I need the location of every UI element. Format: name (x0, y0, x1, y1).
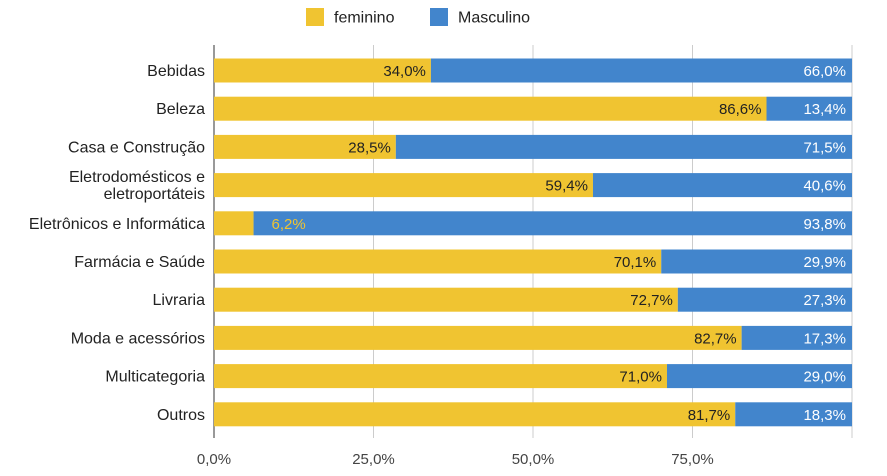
legend-label-masculino: Masculino (458, 10, 530, 27)
data-label-masculino: 29,0% (803, 369, 846, 386)
bar-feminino (214, 364, 667, 389)
legend-swatch-masculino (430, 8, 448, 26)
bar-masculino (592, 173, 852, 198)
bar-feminino (214, 96, 767, 121)
data-label-feminino: 70,1% (614, 254, 657, 271)
category-label: Multicategoria (105, 369, 205, 386)
data-label-masculino: 71,5% (803, 139, 846, 156)
category-label: Casa e Construção (68, 139, 205, 156)
data-label-masculino: 27,3% (803, 292, 846, 309)
data-label-feminino: 72,7% (630, 292, 673, 309)
bar-feminino (214, 249, 662, 274)
data-label-feminino: 81,7% (688, 407, 731, 424)
x-tick-label: 50,0% (512, 451, 555, 468)
data-label-masculino: 40,6% (803, 178, 846, 195)
category-label: Moda e acessórios (71, 330, 205, 347)
category-label: Farmácia e Saúde (74, 254, 205, 271)
x-tick-label: 25,0% (352, 451, 395, 468)
data-label-masculino: 66,0% (803, 63, 846, 80)
data-label-masculino: 29,9% (803, 254, 846, 271)
bar-feminino (214, 173, 593, 198)
bar-masculino (666, 364, 852, 389)
category-label: Eletrônicos e Informática (29, 216, 205, 233)
category-label: Outros (157, 407, 205, 424)
data-label-feminino: 34,0% (383, 63, 426, 80)
data-label-masculino: 13,4% (803, 101, 846, 118)
data-label-feminino: 82,7% (694, 330, 737, 347)
bar-masculino (430, 58, 852, 83)
x-tick-label: 0,0% (197, 451, 231, 468)
category-label: eletroportáteis (104, 186, 205, 203)
bar-masculino (253, 211, 852, 236)
data-label-feminino: 28,5% (348, 139, 391, 156)
bar-feminino (214, 134, 396, 159)
category-label: Beleza (156, 101, 205, 118)
bar-masculino (741, 325, 852, 350)
bar-masculino (735, 402, 852, 427)
data-label-masculino: 18,3% (803, 407, 846, 424)
data-label-feminino: 6,2% (272, 216, 306, 233)
bar-feminino (214, 325, 742, 350)
data-label-feminino: 59,4% (545, 178, 588, 195)
bar-masculino (661, 249, 852, 274)
bar-masculino (766, 96, 852, 121)
bar-feminino (214, 287, 678, 312)
bar-feminino (214, 58, 431, 83)
category-label: Eletrodomésticos e (69, 169, 205, 186)
category-label: Bebidas (147, 63, 205, 80)
data-label-feminino: 86,6% (719, 101, 762, 118)
bar-feminino (214, 402, 736, 427)
legend-label-feminino: feminino (334, 10, 395, 27)
x-tick-label: 75,0% (671, 451, 714, 468)
bar-feminino (214, 211, 254, 236)
category-label: Livraria (153, 292, 206, 309)
data-label-masculino: 93,8% (803, 216, 846, 233)
bar-masculino (677, 287, 852, 312)
data-label-feminino: 71,0% (619, 369, 662, 386)
data-label-masculino: 17,3% (803, 330, 846, 347)
bar-masculino (395, 134, 852, 159)
legend-swatch-feminino (306, 8, 324, 26)
